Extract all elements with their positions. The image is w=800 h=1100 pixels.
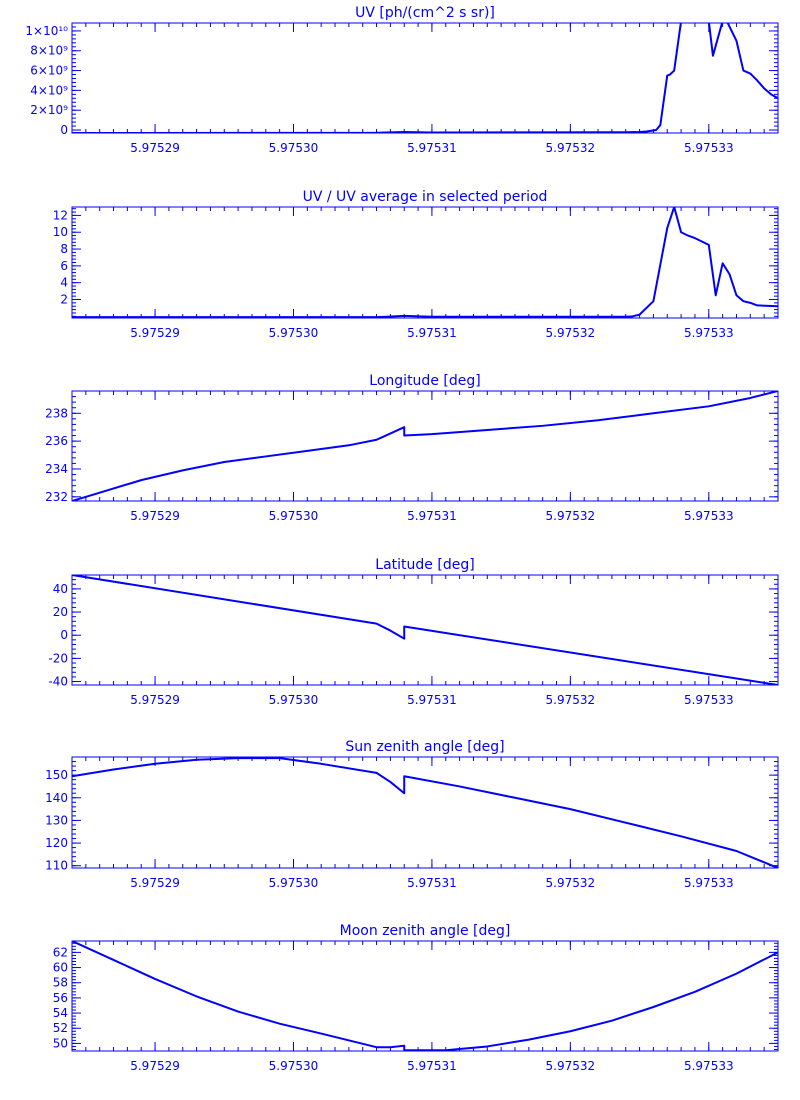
x-tick-label: 5.97529 <box>130 693 180 707</box>
y-tick-label: 232 <box>45 490 68 504</box>
x-tick-label: 5.97530 <box>269 509 319 523</box>
y-tick-label: 4 <box>60 276 68 290</box>
plot-frame <box>71 940 779 1052</box>
y-tick-label: 236 <box>45 434 68 448</box>
series-line <box>72 207 778 318</box>
chart-title: Longitude [deg] <box>369 373 480 389</box>
chart-title: UV / UV average in selected period <box>303 189 548 205</box>
x-tick-label: 5.97529 <box>130 326 180 340</box>
x-tick-label: 5.97533 <box>684 509 734 523</box>
y-tick-label: 6 <box>60 259 68 273</box>
y-tick-label: 4×10⁹ <box>30 83 68 97</box>
x-tick-label: 5.97531 <box>407 1059 457 1073</box>
y-tick-label: 0 <box>60 628 68 642</box>
chart-title: Latitude [deg] <box>375 557 474 573</box>
chart-panel-1: UV [ph/(cm^2 s sr)] 5.97529 5.97530 5.97531… <box>25 5 779 155</box>
y-tick-label: 56 <box>53 991 68 1005</box>
chart-title: UV [ph/(cm^2 s sr)] <box>355 5 495 21</box>
x-tick-label: 5.97533 <box>684 876 734 890</box>
x-tick-label: 5.97531 <box>407 693 457 707</box>
x-tick-label: 5.97532 <box>546 1059 596 1073</box>
chart-panel-3: Longitude [deg] 5.97529 5.97530 5.97531 5.97… <box>45 373 779 523</box>
chart-panel-6: Moon zenith angle [deg] 5.97529 5.97530 5.9… <box>53 923 779 1073</box>
y-tick-label: 52 <box>53 1021 68 1035</box>
y-tick-label: 238 <box>45 406 68 420</box>
x-tick-label: 5.97529 <box>130 876 180 890</box>
x-tick-label: 5.97530 <box>269 326 319 340</box>
y-tick-label: 150 <box>45 768 68 782</box>
y-tick-label: 234 <box>45 462 68 476</box>
x-tick-label: 5.97530 <box>269 1059 319 1073</box>
plot-frame <box>71 574 779 686</box>
y-tick-label: 20 <box>53 605 68 619</box>
y-tick-label: 140 <box>45 791 68 805</box>
x-tick-label: 5.97532 <box>546 693 596 707</box>
series-line <box>72 575 778 685</box>
series-line <box>72 391 778 501</box>
y-tick-label: 2×10⁹ <box>30 103 68 117</box>
x-tick-label: 5.97533 <box>684 693 734 707</box>
chart-panel-2: UV / UV average in selected period 5.9752… <box>53 189 779 340</box>
y-tick-label: -40 <box>48 675 68 689</box>
y-tick-label: 0 <box>60 123 68 137</box>
y-tick-label: 1×10¹⁰ <box>25 24 68 38</box>
x-tick-label: 5.97531 <box>407 509 457 523</box>
chart-title: Sun zenith angle [deg] <box>345 739 504 755</box>
y-tick-label: 120 <box>45 836 68 850</box>
series-line <box>72 23 778 133</box>
x-tick-label: 5.97532 <box>546 141 596 155</box>
y-tick-label: 2 <box>60 293 68 307</box>
x-tick-label: 5.97531 <box>407 141 457 155</box>
x-tick-label: 5.97531 <box>407 876 457 890</box>
x-tick-label: 5.97530 <box>269 876 319 890</box>
y-tick-label: 6×10⁹ <box>30 64 68 78</box>
x-tick-label: 5.97533 <box>684 141 734 155</box>
x-tick-label: 5.97533 <box>684 1059 734 1073</box>
x-tick-label: 5.97529 <box>130 1059 180 1073</box>
chart-panel-5: Sun zenith angle [deg] 5.97529 5.97530 5.97… <box>45 739 779 890</box>
y-tick-label: -20 <box>48 651 68 665</box>
y-tick-label: 62 <box>53 945 68 959</box>
x-tick-label: 5.97532 <box>546 876 596 890</box>
y-tick-label: 60 <box>53 961 68 975</box>
x-tick-label: 5.97532 <box>546 326 596 340</box>
y-tick-label: 40 <box>53 582 68 596</box>
plot-frame <box>71 22 779 134</box>
y-tick-label: 54 <box>53 1006 68 1020</box>
plot-frame <box>71 390 779 502</box>
y-tick-label: 8 <box>60 242 68 256</box>
y-tick-label: 50 <box>53 1036 68 1050</box>
y-tick-label: 130 <box>45 813 68 827</box>
x-tick-label: 5.97529 <box>130 509 180 523</box>
y-tick-label: 10 <box>53 225 68 239</box>
x-tick-label: 5.97532 <box>546 509 596 523</box>
chart-panel-4: Latitude [deg] 5.97529 5.97530 5.97531 5.975… <box>48 557 779 707</box>
y-tick-label: 8×10⁹ <box>30 44 68 58</box>
plot-frame <box>71 206 779 319</box>
x-tick-label: 5.97530 <box>269 141 319 155</box>
y-tick-label: 58 <box>53 976 68 990</box>
y-tick-label: 12 <box>53 208 68 222</box>
series-line <box>72 757 778 868</box>
x-tick-label: 5.97529 <box>130 141 180 155</box>
series-line <box>72 941 778 1051</box>
x-tick-label: 5.97533 <box>684 326 734 340</box>
x-tick-label: 5.97530 <box>269 693 319 707</box>
plot-frame <box>71 756 779 869</box>
y-tick-label: 110 <box>45 859 68 873</box>
chart-title: Moon zenith angle [deg] <box>340 923 511 939</box>
x-tick-label: 5.97531 <box>407 326 457 340</box>
